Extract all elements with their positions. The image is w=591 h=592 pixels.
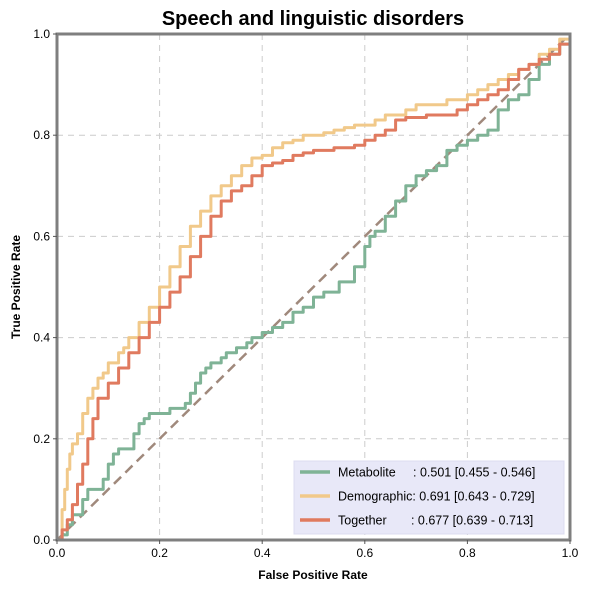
roc-line-metabolite (57, 34, 572, 542)
x-axis-label: False Positive Rate (258, 568, 368, 582)
chance-diagonal-line (56, 33, 571, 541)
roc-line-together (57, 34, 572, 542)
legend-label-demographic: Demographic: 0.691 [0.643 - 0.729] (338, 490, 535, 504)
chart-title: Speech and linguistic disorders (162, 8, 464, 30)
y-tick-label: 0.4 (33, 331, 50, 345)
x-tick-label: 0.4 (254, 546, 271, 560)
legend-box (293, 460, 565, 535)
diagonal-layer (56, 33, 571, 541)
y-tick-label: 0.8 (33, 128, 50, 142)
legend-label-together: Together : 0.677 [0.639 - 0.713] (338, 514, 533, 528)
y-tick-label: 1.0 (33, 27, 50, 41)
x-tick-label: 1.0 (562, 546, 579, 560)
roc-line-demographic (57, 34, 572, 542)
x-tick-label: 0.6 (356, 546, 373, 560)
legend-label-metabolite: Metabolite : 0.501 [0.455 - 0.546] (338, 466, 535, 480)
x-tick-label: 0.2 (151, 546, 168, 560)
legend: Metabolite : 0.501 [0.455 - 0.546] Demogr… (293, 460, 565, 535)
y-axis-label: True Positive Rate (9, 235, 23, 339)
plot-frame (55, 32, 572, 542)
y-tick-label: 0.0 (33, 533, 50, 547)
series-layer (57, 34, 572, 542)
x-tick-label: 0.0 (49, 546, 66, 560)
y-tick-label: 0.6 (33, 229, 50, 243)
y-tick-label: 0.2 (33, 432, 50, 446)
x-tick-label: 0.8 (459, 546, 476, 560)
ticks: 0.0 0.2 0.4 0.6 0.8 1.0 0.0 0.2 0.4 0.6 0.8 1.0 (33, 27, 578, 560)
